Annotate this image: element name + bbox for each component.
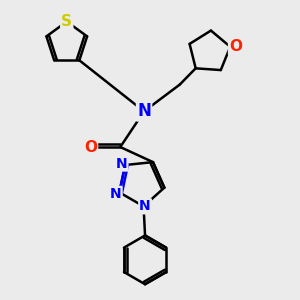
Text: N: N [139, 199, 151, 213]
Text: S: S [61, 14, 72, 29]
Text: O: O [84, 140, 97, 154]
Text: N: N [116, 157, 127, 170]
Text: O: O [229, 39, 242, 54]
Text: N: N [110, 187, 122, 201]
Text: N: N [137, 102, 151, 120]
